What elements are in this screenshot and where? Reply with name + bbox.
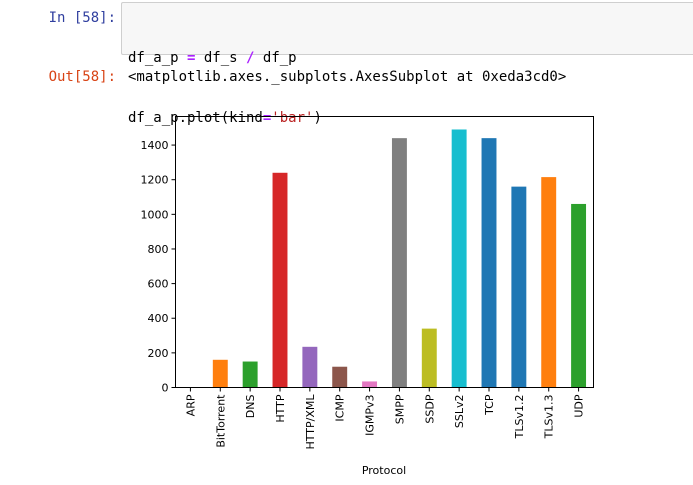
code-token: df_s: [195, 50, 247, 66]
y-tick-label: 600: [148, 278, 169, 291]
bar-tcp: [481, 138, 497, 388]
x-tick-label: TLSv1.2: [513, 395, 526, 440]
x-tick-label: IGMPv3: [364, 395, 377, 436]
code-line-2: df_a_p.plot(kind='bar'): [128, 108, 693, 128]
bar-http: [272, 172, 288, 388]
x-tick-label: TLSv1.3: [543, 395, 556, 440]
x-tick-label: HTTP/XML: [304, 394, 317, 450]
axes-frame: [175, 116, 594, 388]
y-tick-label: 1200: [141, 174, 169, 187]
x-axis: ARP BitTorrent DNS HTTP HTTP/XML ICMP IGMPv3 SM…: [184, 387, 586, 450]
code-token: df_p: [254, 50, 297, 66]
bar-tlsv1-2: [511, 186, 527, 388]
x-tick-label: HTTP: [274, 394, 287, 423]
y-tick-label: 1000: [141, 208, 169, 221]
code-token: df_a_p.plot(kind: [128, 110, 263, 126]
x-tick-label: UDP: [573, 394, 586, 418]
code-token-op: /: [246, 50, 255, 66]
code-token-op: =: [262, 110, 272, 126]
bar-sslv2: [451, 129, 467, 388]
bar-http-xml: [302, 346, 318, 388]
x-tick-label: SSDP: [423, 394, 436, 423]
code-token: ): [313, 110, 322, 126]
bar-tlsv1-3: [541, 177, 557, 388]
bar-igmpv3: [362, 381, 378, 388]
x-tick-label: BitTorrent: [214, 394, 227, 448]
y-tick-label: 200: [148, 347, 169, 360]
x-tick-label: ICMP: [334, 394, 347, 421]
code-token-str: 'bar': [271, 110, 314, 126]
bar-bittorrent: [212, 359, 228, 388]
x-tick-label: SMPP: [393, 394, 406, 424]
input-prompt: In [58]:: [48, 10, 116, 26]
code-token-op: =: [187, 50, 196, 66]
bars-group: [212, 129, 587, 388]
x-tick-label: ARP: [184, 394, 197, 416]
y-tick-label: 400: [148, 312, 169, 325]
x-tick-label: SSLv2: [453, 395, 466, 429]
y-tick-label: 0: [162, 382, 169, 395]
output-prompt: Out[58]:: [48, 69, 116, 85]
bar-ssdp: [421, 328, 437, 388]
x-axis-label: Protocol: [362, 464, 406, 477]
output-repr-text: <matplotlib.axes._subplots.AxesSubplot a…: [128, 69, 567, 85]
bar-smpp: [391, 138, 407, 388]
x-tick-label: TCP: [483, 394, 496, 416]
code-token: df_a_p: [128, 50, 188, 66]
bar-icmp: [332, 366, 348, 388]
code-input-cell[interactable]: df_a_p = df_s / df_p df_a_p.plot(kind='b…: [121, 2, 693, 126]
y-tick-label: 1400: [141, 139, 169, 152]
y-tick-label: 800: [148, 243, 169, 256]
bar-dns: [242, 361, 258, 388]
x-tick-label: DNS: [244, 394, 257, 418]
code-line-1: df_a_p = df_s / df_p: [128, 48, 693, 68]
y-axis: 0 200 400 600 800 1000 1200 1400: [141, 139, 176, 395]
bar-udp: [571, 203, 587, 388]
